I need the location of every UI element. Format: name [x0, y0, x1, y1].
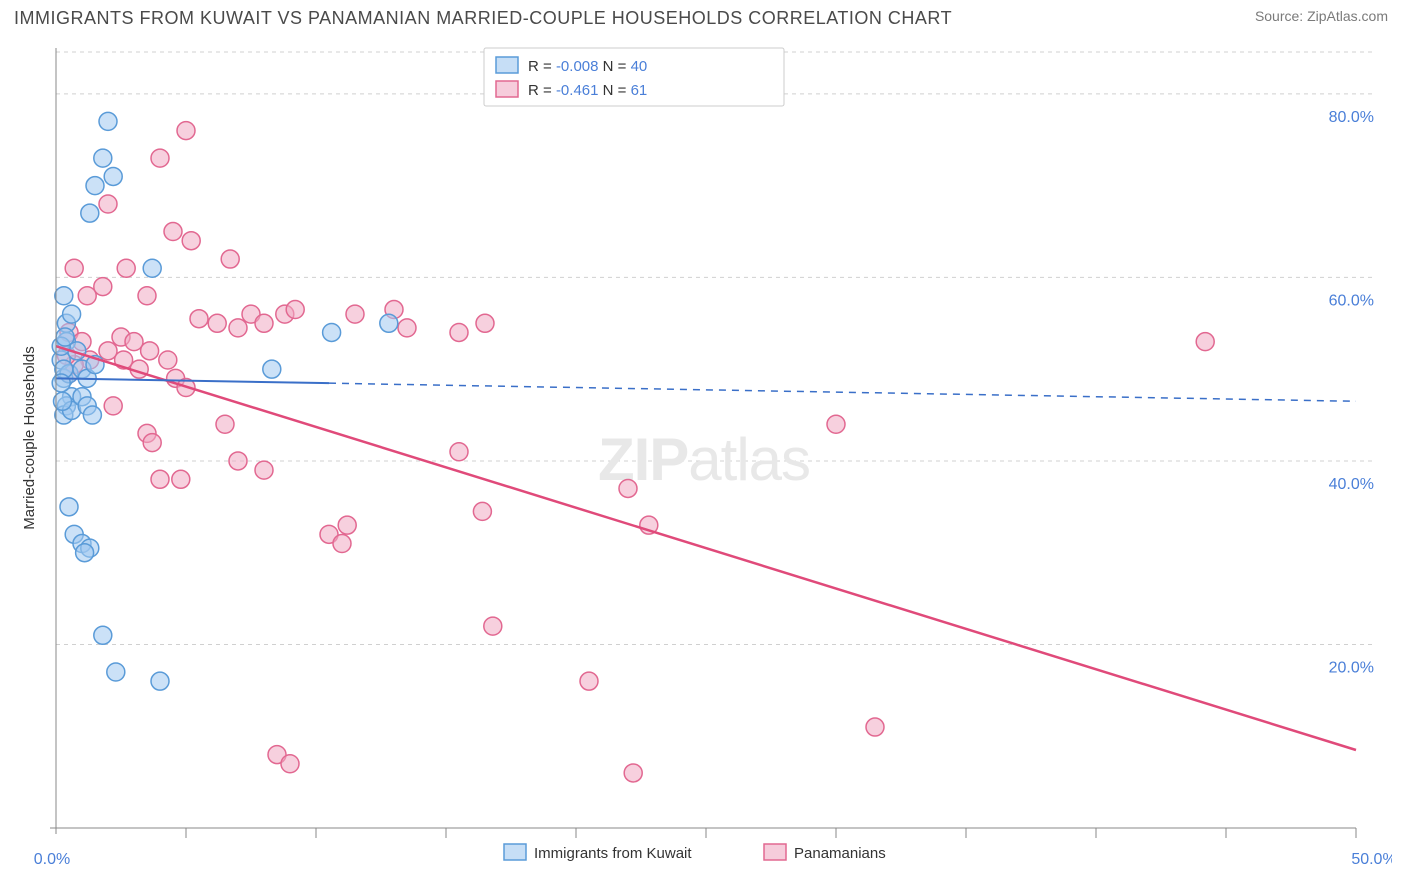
data-point [143, 259, 161, 277]
data-point [76, 544, 94, 562]
data-point [450, 443, 468, 461]
data-point [190, 310, 208, 328]
data-point [138, 287, 156, 305]
data-point [63, 305, 81, 323]
data-point [281, 755, 299, 773]
data-point [286, 301, 304, 319]
data-point [65, 259, 83, 277]
data-point [60, 498, 78, 516]
data-point [255, 461, 273, 479]
data-point [333, 535, 351, 553]
data-point [255, 314, 273, 332]
data-point [151, 470, 169, 488]
data-point [117, 259, 135, 277]
data-point [216, 415, 234, 433]
data-point [398, 319, 416, 337]
data-point [159, 351, 177, 369]
data-point [221, 250, 239, 268]
data-point [208, 314, 226, 332]
data-point [151, 149, 169, 167]
data-point [94, 626, 112, 644]
legend-label-b: Panamanians [794, 845, 886, 862]
svg-text:R = -0.461 N = 61: R = -0.461 N = 61 [528, 82, 647, 99]
data-point [143, 434, 161, 452]
data-point [177, 122, 195, 140]
data-point [99, 112, 117, 130]
data-point [323, 323, 341, 341]
legend-swatch-b [764, 844, 786, 860]
data-point [104, 167, 122, 185]
data-point [338, 516, 356, 534]
data-point [94, 278, 112, 296]
data-point [229, 319, 247, 337]
data-point [450, 323, 468, 341]
chart-area: 20.0%40.0%60.0%80.0% ZIPatlas 0.0%50.0% … [14, 40, 1392, 880]
data-point [1196, 333, 1214, 351]
data-point [229, 452, 247, 470]
svg-text:40.0%: 40.0% [1329, 476, 1374, 493]
source-label: Source: ZipAtlas.com [1255, 8, 1388, 24]
data-point [182, 232, 200, 250]
data-point [141, 342, 159, 360]
data-point [624, 764, 642, 782]
legend-stats: R = -0.008 N = 40 R = -0.461 N = 61 [484, 48, 784, 106]
data-point [866, 718, 884, 736]
data-point [83, 406, 101, 424]
data-point [81, 204, 99, 222]
data-point [580, 672, 598, 690]
data-point [476, 314, 494, 332]
data-point [263, 360, 281, 378]
legend-series: Immigrants from Kuwait Panamanians [504, 844, 886, 862]
data-point [164, 223, 182, 241]
data-point [52, 374, 70, 392]
svg-text:R = -0.008 N = 40: R = -0.008 N = 40 [528, 58, 647, 75]
svg-text:20.0%: 20.0% [1329, 659, 1374, 676]
trend-line-a-dashed [329, 383, 1356, 401]
data-point [619, 479, 637, 497]
data-point [99, 195, 117, 213]
x-tick-left: 0.0% [34, 851, 70, 868]
data-point [55, 287, 73, 305]
data-point [107, 663, 125, 681]
trend-line-b [56, 346, 1356, 750]
data-point [484, 617, 502, 635]
legend-swatch-a [504, 844, 526, 860]
data-point [827, 415, 845, 433]
data-point [346, 305, 364, 323]
data-point [473, 502, 491, 520]
x-tick-right: 50.0% [1351, 851, 1392, 868]
y-axis-label: Married-couple Households [21, 346, 38, 529]
data-point [56, 328, 74, 346]
legend-label-a: Immigrants from Kuwait [534, 845, 692, 862]
chart-title: IMMIGRANTS FROM KUWAIT VS PANAMANIAN MAR… [14, 8, 952, 29]
data-point [104, 397, 122, 415]
scatter-chart: 20.0%40.0%60.0%80.0% ZIPatlas 0.0%50.0% … [14, 40, 1392, 880]
svg-text:80.0%: 80.0% [1329, 109, 1374, 126]
data-point [172, 470, 190, 488]
data-point [151, 672, 169, 690]
svg-text:60.0%: 60.0% [1329, 292, 1374, 309]
data-point [94, 149, 112, 167]
data-point [380, 314, 398, 332]
data-point [86, 177, 104, 195]
